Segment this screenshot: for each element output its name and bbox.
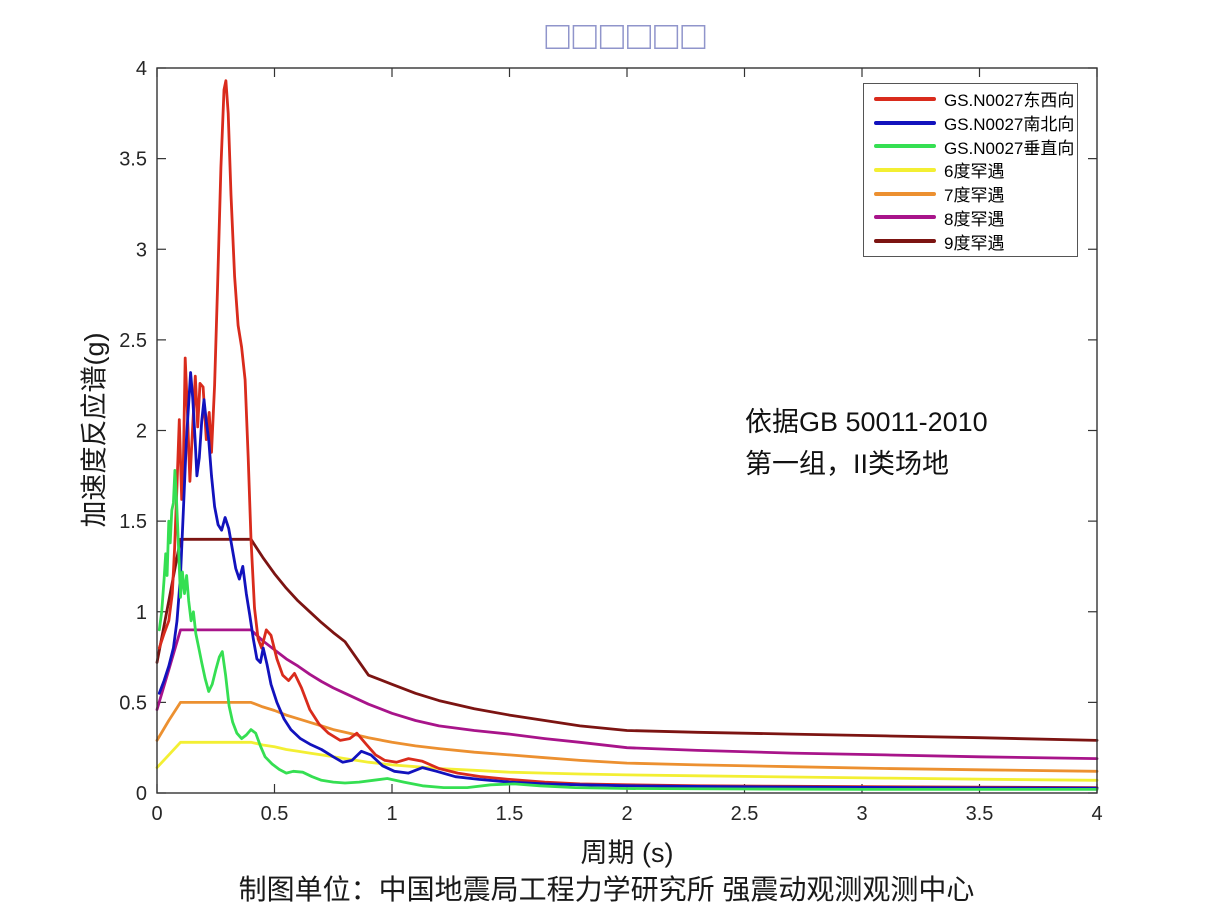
x-axis-label: 周期 (s) [580,838,674,868]
legend-swatch-6 [874,239,936,244]
legend-item-3: 6度罕遇 [864,159,1077,181]
legend-swatch-1 [874,120,936,125]
y-tick-label: 1 [136,602,147,624]
legend-label-6: 9度罕遇 [944,233,1005,253]
legend-label-4: 7度罕遇 [944,186,1005,206]
y-tick-label: 0.5 [119,692,147,714]
y-tick-label: 4 [136,58,147,80]
legend-item-5: 8度罕遇 [864,206,1077,229]
x-tick-label: 0.5 [261,803,289,825]
legend-label-2: GS.N0027垂直向 [944,138,1075,158]
legend-swatch-4 [874,191,936,196]
x-tick-label: 3 [856,803,867,825]
annotation-line-1: 依据GB 50011-2010 [745,407,988,437]
chart-legend: GS.N0027东西向 GS.N0027南北向 GS.N0027垂直向 6度罕遇 7度罕… [863,83,1078,257]
series-line-4 [155,701,1099,773]
caption-text: 制图单位：中国地震局工程力学研究所 强震动观测观测中心 [238,874,975,905]
legend-swatch-0 [874,96,936,101]
chart-title-missing-glyphs: □□□□□□ [545,14,709,58]
plot-frame [156,67,1098,794]
legend-item-2: GS.N0027垂直向 [864,135,1077,158]
x-tick-label: 1.5 [496,803,524,825]
legend-item-4: 7度罕遇 [864,183,1077,205]
legend-item-6: 9度罕遇 [864,230,1077,253]
series-line-6 [155,537,1099,742]
y-axis-label: 加速度反应谱(g) [79,332,110,528]
legend-swatch-3 [874,167,936,172]
x-tick-label: 4 [1091,803,1102,825]
series-line-5 [155,628,1099,760]
legend-label-3: 6度罕遇 [944,162,1005,182]
x-tick-label: 0 [151,803,162,825]
annotation-text: 依据GB 50011-2010 第一组，II类场地 [745,401,988,485]
y-tick-label: 2.5 [119,330,147,352]
y-tick-label: 2 [136,421,147,443]
legend-label-1: GS.N0027南北向 [944,115,1075,135]
x-tick-label: 1 [386,803,397,825]
x-tick-label: 3.5 [966,803,994,825]
annotation-line-2: 第一组，II类场地 [745,449,950,479]
x-tick-label: 2 [621,803,632,825]
y-tick-label: 3 [136,239,147,261]
y-tick-label: 0 [136,783,147,805]
legend-item-1: GS.N0027南北向 [864,112,1077,134]
legend-swatch-2 [874,144,936,149]
y-tick-label: 3.5 [119,149,147,171]
series-line-1 [157,371,1099,790]
legend-label-0: GS.N0027东西向 [944,91,1075,111]
legend-label-5: 8度罕遇 [944,209,1005,229]
legend-item-0: GS.N0027东西向 [864,88,1077,110]
x-tick-label: 2.5 [731,803,759,825]
y-tick-label: 1.5 [119,511,147,533]
series-line-2 [157,468,1099,791]
series-line-0 [157,79,1099,789]
legend-swatch-5 [874,215,936,220]
